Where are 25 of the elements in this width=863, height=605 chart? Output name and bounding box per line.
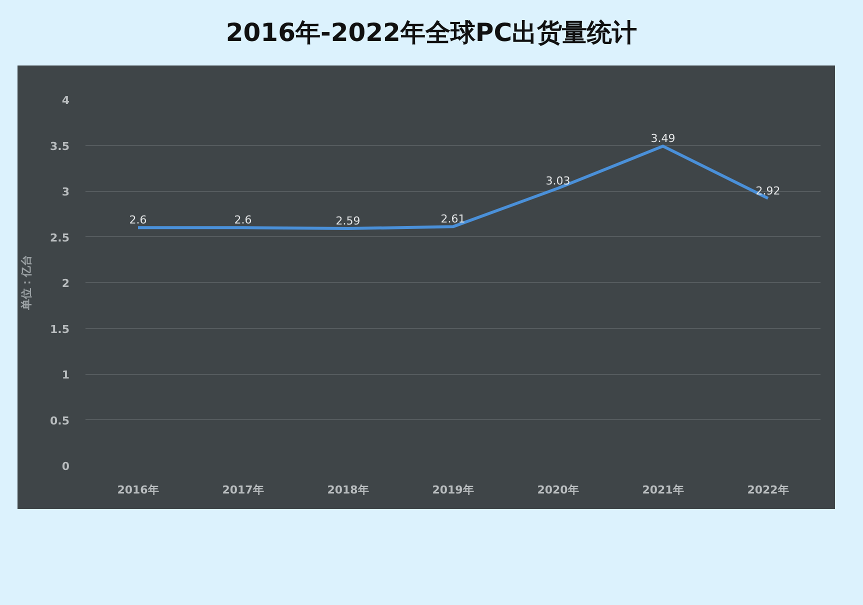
data-label: 2.6 (234, 214, 252, 227)
y-tick-label: 0.5 (50, 414, 70, 428)
y-tick-label: 3.5 (50, 140, 70, 153)
chart-title: 2016年-2022年全球PC出货量统计 (226, 17, 638, 49)
x-tick-label: 2017年 (222, 484, 264, 496)
y-tick-label: 1.5 (50, 322, 70, 336)
y-tick-label: 0 (62, 460, 70, 473)
data-label: 2.61 (440, 212, 466, 226)
y-tick-label: 1 (62, 368, 70, 382)
x-tick-label: 2018年 (327, 484, 369, 496)
x-tick-label: 2022年 (747, 484, 789, 496)
y-axis-title: 单位：亿台 (20, 255, 34, 311)
data-label: 2.6 (129, 214, 147, 227)
x-tick-label: 2016年 (117, 484, 159, 496)
x-tick-label: 2019年 (432, 484, 474, 496)
x-tick-label: 2020年 (537, 484, 579, 496)
y-tick-label: 2 (62, 277, 70, 290)
y-tick-label: 2.5 (50, 231, 70, 244)
y-tick-label: 4 (62, 94, 70, 107)
data-label: 3.49 (650, 132, 676, 146)
data-label: 3.03 (546, 174, 570, 188)
x-tick-label: 2021年 (642, 484, 684, 496)
y-tick-label: 3 (62, 186, 70, 198)
data-label: 2.59 (336, 214, 360, 228)
data-label: 2.92 (756, 184, 780, 198)
